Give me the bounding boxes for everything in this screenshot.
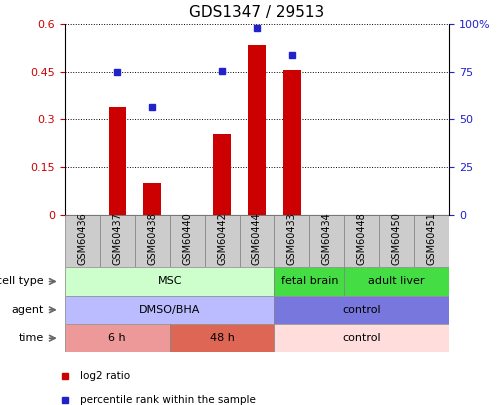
Text: GSM60437: GSM60437 [112, 212, 122, 265]
Bar [414, 215, 449, 267]
Bar [144, 183, 161, 215]
Text: GSM60451: GSM60451 [427, 212, 437, 265]
Text: fetal brain: fetal brain [280, 277, 338, 286]
Bar [135, 215, 170, 267]
Text: DMSO/BHA: DMSO/BHA [139, 305, 200, 315]
Bar [100, 215, 135, 267]
Bar [205, 215, 240, 267]
Bar [65, 215, 100, 267]
Bar [344, 215, 379, 267]
Bar [65, 267, 274, 296]
Text: percentile rank within the sample: percentile rank within the sample [80, 395, 255, 405]
Text: GSM60442: GSM60442 [217, 212, 227, 265]
Text: time: time [19, 333, 44, 343]
Bar [344, 267, 449, 296]
Text: 6 h: 6 h [108, 333, 126, 343]
Text: cell type: cell type [0, 277, 44, 286]
Bar [214, 134, 231, 215]
Bar [274, 296, 449, 324]
Bar [65, 296, 274, 324]
Text: control: control [342, 333, 381, 343]
Bar [283, 70, 300, 215]
Text: GSM60444: GSM60444 [252, 212, 262, 265]
Bar [108, 107, 126, 215]
Text: log2 ratio: log2 ratio [80, 371, 130, 381]
Bar [170, 324, 274, 352]
Bar [240, 215, 274, 267]
Bar [309, 215, 344, 267]
Text: agent: agent [12, 305, 44, 315]
Text: GSM60450: GSM60450 [392, 212, 402, 265]
Text: GSM60448: GSM60448 [357, 212, 367, 265]
Text: MSC: MSC [157, 277, 182, 286]
Text: control: control [342, 305, 381, 315]
Title: GDS1347 / 29513: GDS1347 / 29513 [189, 5, 325, 20]
Bar [274, 324, 449, 352]
Bar [274, 215, 309, 267]
Text: GSM60438: GSM60438 [147, 212, 157, 265]
Text: GSM60433: GSM60433 [287, 212, 297, 265]
Text: GSM60434: GSM60434 [322, 212, 332, 265]
Text: GSM60436: GSM60436 [77, 212, 87, 265]
Bar [379, 215, 414, 267]
Text: GSM60440: GSM60440 [182, 212, 192, 265]
Bar [248, 45, 265, 215]
Bar [274, 267, 344, 296]
Bar [170, 215, 205, 267]
Text: 48 h: 48 h [210, 333, 235, 343]
Bar [65, 324, 170, 352]
Text: adult liver: adult liver [368, 277, 425, 286]
